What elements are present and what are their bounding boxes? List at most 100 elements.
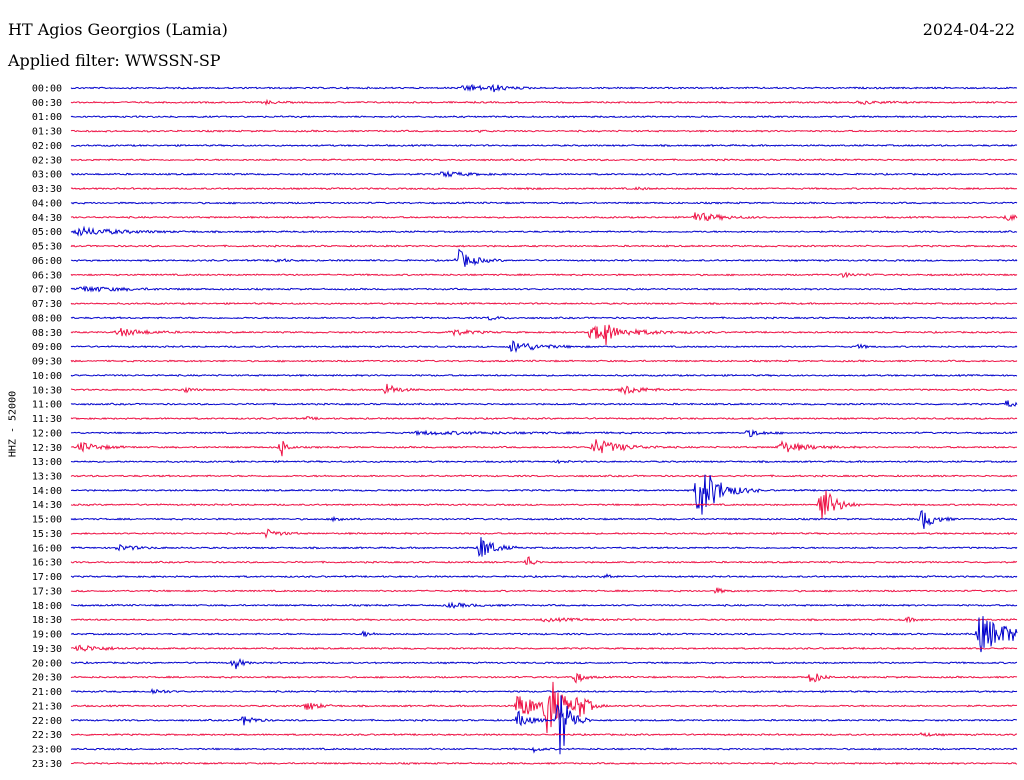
station-title: HT Agios Georgios (Lamia) — [8, 20, 228, 39]
row-time-label: 17:00 — [32, 572, 62, 583]
trace-row — [70, 573, 1018, 579]
row-time-label: 03:30 — [32, 184, 62, 195]
trace-row — [70, 528, 1018, 539]
trace-row — [70, 439, 1018, 457]
row-time-label: 20:00 — [32, 658, 62, 669]
row-time-label: 16:00 — [32, 543, 62, 554]
row-time-label: 20:30 — [32, 673, 62, 684]
trace-row — [70, 644, 1018, 652]
trace-row — [70, 359, 1018, 363]
trace-row — [70, 746, 1018, 754]
row-time-label: 02:30 — [32, 155, 62, 166]
trace-row — [70, 170, 1018, 178]
trace-row — [70, 616, 1018, 653]
trace-row — [70, 143, 1018, 148]
trace-row — [70, 658, 1018, 670]
row-time-label: 15:30 — [32, 529, 62, 540]
trace-row — [70, 509, 1018, 529]
row-time-label: 05:30 — [32, 242, 62, 253]
trace-row — [70, 340, 1018, 354]
trace-row — [70, 373, 1018, 378]
trace-row — [70, 201, 1018, 205]
trace-row — [70, 301, 1018, 306]
row-time-label: 04:30 — [32, 213, 62, 224]
row-time-label: 21:30 — [32, 701, 62, 712]
row-time-label: 05:00 — [32, 227, 62, 238]
row-time-label: 06:00 — [32, 256, 62, 267]
row-time-label: 07:00 — [32, 285, 62, 296]
trace-row — [70, 315, 1018, 321]
trace-row — [70, 601, 1018, 609]
row-time-label: 08:00 — [32, 313, 62, 324]
trace-row — [70, 98, 1018, 106]
trace-row — [70, 129, 1017, 133]
seismogram-traces — [70, 83, 1018, 766]
row-time-label: 10:30 — [32, 385, 62, 396]
record-date: 2024-04-22 — [922, 20, 1015, 39]
row-time-label: 18:30 — [32, 615, 62, 626]
trace-row — [70, 186, 1018, 191]
trace-row — [70, 687, 1018, 695]
row-time-label: 12:00 — [32, 428, 62, 439]
trace-row — [70, 490, 1018, 520]
row-time-label: 22:00 — [32, 716, 62, 727]
row-time-label: 13:00 — [32, 457, 62, 468]
row-time-label: 14:00 — [32, 486, 62, 497]
row-time-label: 03:00 — [32, 170, 62, 181]
trace-row — [70, 158, 1018, 162]
row-time-label: 06:30 — [32, 270, 62, 281]
row-time-label: 01:30 — [32, 127, 62, 138]
trace-row — [70, 695, 1018, 755]
row-time-label: 08:30 — [32, 328, 62, 339]
trace-row — [70, 761, 1018, 766]
row-time-label: 09:00 — [32, 342, 62, 353]
trace-row — [70, 537, 1018, 557]
trace-row — [70, 415, 1018, 421]
trace-row — [70, 400, 1018, 408]
filter-label: Applied filter: WWSSN-SP — [8, 51, 221, 70]
row-time-label: 22:30 — [32, 730, 62, 741]
trace-row — [71, 731, 1018, 737]
row-time-label: 01:00 — [32, 112, 62, 123]
trace-row — [70, 474, 1018, 478]
trace-row — [70, 212, 1018, 222]
row-time-label: 09:30 — [32, 357, 62, 368]
trace-row — [70, 271, 1018, 279]
trace-row — [70, 285, 1018, 293]
time-labels: 00:00 00:30 01:00 01:30 02:00 02:30 03:00 03:30… — [32, 84, 62, 770]
trace-row — [70, 383, 1018, 396]
row-time-label: 16:30 — [32, 558, 62, 569]
row-time-label: 11:00 — [32, 400, 62, 411]
row-time-label: 00:30 — [32, 98, 62, 109]
trace-row — [70, 115, 1018, 119]
row-time-label: 04:00 — [32, 198, 62, 209]
trace-row — [70, 556, 1018, 565]
trace-row — [70, 672, 1018, 684]
row-time-label: 19:00 — [32, 630, 62, 641]
row-time-label: 10:00 — [32, 371, 62, 382]
row-time-label: 00:00 — [32, 84, 62, 95]
row-time-label: 02:00 — [32, 141, 62, 152]
trace-row — [70, 244, 1018, 248]
row-time-label: 21:00 — [32, 687, 62, 698]
row-time-label: 23:00 — [32, 745, 62, 756]
row-time-label: 17:30 — [32, 586, 62, 597]
row-time-label: 18:00 — [32, 601, 62, 612]
row-time-label: 19:30 — [32, 644, 62, 655]
row-time-label: 07:30 — [32, 299, 62, 310]
row-time-label: 12:30 — [32, 443, 62, 454]
trace-row — [70, 428, 1018, 438]
row-time-label: 13:30 — [32, 471, 62, 482]
row-time-label: 15:00 — [32, 515, 62, 526]
row-time-label: 11:30 — [32, 414, 62, 425]
trace-row — [70, 324, 1018, 346]
trace-row — [70, 83, 1018, 93]
trace-row — [70, 225, 1018, 237]
trace-row — [70, 248, 1018, 267]
row-time-label: 23:30 — [32, 759, 62, 770]
row-time-label: 14:30 — [32, 500, 62, 511]
trace-row — [70, 459, 1018, 465]
trace-row — [70, 616, 1018, 624]
trace-row — [71, 474, 1018, 515]
